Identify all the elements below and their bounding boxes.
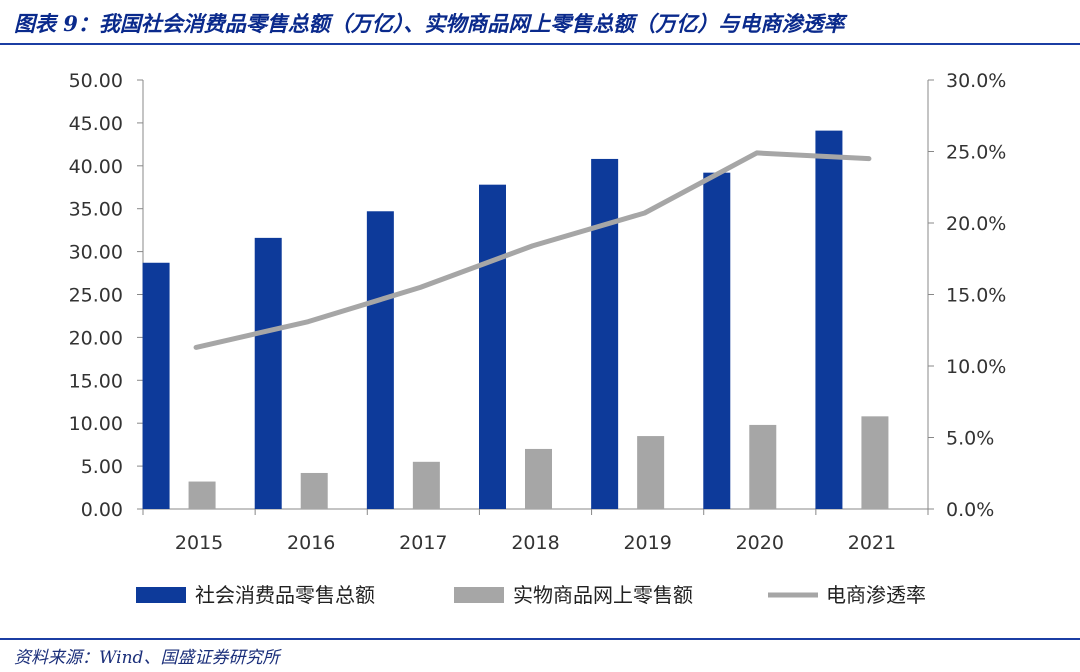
left-tick-label: 25.00: [69, 285, 123, 307]
right-y-axis: 0.0% 5.0% 10.0% 15.0% 20.0% 25.0% 30.0%: [927, 70, 1006, 521]
left-y-axis: 0.00 5.00 10.00 15.00 20.00 25.00 30.00 35.00 40…: [69, 70, 144, 521]
bar-retail-2016: [254, 237, 282, 509]
left-tick-label: 30.00: [69, 242, 123, 264]
left-tick-label: 20.00: [69, 327, 123, 349]
bottom-divider: [0, 638, 1080, 640]
bar-online-2015: [188, 481, 216, 509]
bar-series: [142, 130, 889, 510]
legend-label-online: 实物商品网上零售额: [513, 583, 693, 607]
left-tick-label: 5.00: [81, 456, 123, 478]
bar-online-2017: [412, 461, 440, 509]
legend: 社会消费品零售总额 实物商品网上零售额 电商渗透率: [136, 583, 926, 607]
bar-online-2021: [861, 416, 889, 509]
bar-online-2020: [749, 424, 777, 509]
penetration-line: [193, 150, 872, 350]
chart-title: 图表 9：我国社会消费品零售总额（万亿）、实物商品网上零售总额（万亿）与电商渗透…: [14, 11, 845, 36]
left-tick-label: 15.00: [69, 370, 123, 392]
left-tick-label: 10.00: [69, 413, 123, 435]
left-tick-label: 45.00: [69, 113, 123, 135]
right-tick-label: 0.0%: [946, 499, 994, 521]
right-tick-label: 10.0%: [946, 356, 1006, 378]
x-tick-label: 2015: [175, 532, 223, 554]
bar-online-2016: [300, 472, 328, 509]
line-series: [193, 150, 872, 350]
left-tick-label: 40.00: [69, 156, 123, 178]
left-tick-label: 50.00: [69, 70, 123, 92]
right-tick-label: 15.0%: [946, 285, 1006, 307]
bar-retail-2020: [703, 172, 731, 509]
x-tick-label: 2018: [511, 532, 559, 554]
bar-retail-2018: [479, 184, 506, 509]
left-tick-label: 0.00: [81, 499, 123, 521]
x-tick-label: 2016: [287, 532, 335, 554]
x-tick-label: 2019: [623, 532, 671, 554]
legend-label-penetration: 电商渗透率: [826, 583, 926, 607]
x-tick-label: 2021: [848, 532, 896, 554]
x-axis: 2015 2016 2017 2018 2019 2020 2021: [142, 508, 929, 554]
x-tick-label: 2017: [399, 532, 447, 554]
left-tick-label: 35.00: [69, 199, 123, 221]
bar-retail-2015: [142, 262, 170, 509]
right-tick-label: 5.0%: [946, 428, 994, 450]
bar-retail-2019: [591, 158, 619, 509]
combo-chart: 0.00 5.00 10.00 15.00 20.00 25.00 30.00 35.00 40…: [69, 70, 1007, 607]
legend-swatch-online: [454, 587, 504, 603]
x-tick-label: 2020: [736, 532, 784, 554]
legend-swatch-retail: [136, 587, 186, 603]
legend-label-retail: 社会消费品零售总额: [195, 583, 375, 607]
top-divider: [0, 43, 1080, 45]
bar-retail-2017: [366, 211, 394, 510]
source-note: 资料来源：Wind、国盛证券研究所: [14, 648, 280, 668]
bar-online-2018: [525, 448, 552, 509]
bar-retail-2021: [815, 130, 843, 509]
right-tick-label: 25.0%: [946, 142, 1006, 164]
bar-online-2019: [637, 436, 665, 509]
right-tick-label: 20.0%: [946, 213, 1006, 235]
right-tick-label: 30.0%: [946, 70, 1006, 92]
